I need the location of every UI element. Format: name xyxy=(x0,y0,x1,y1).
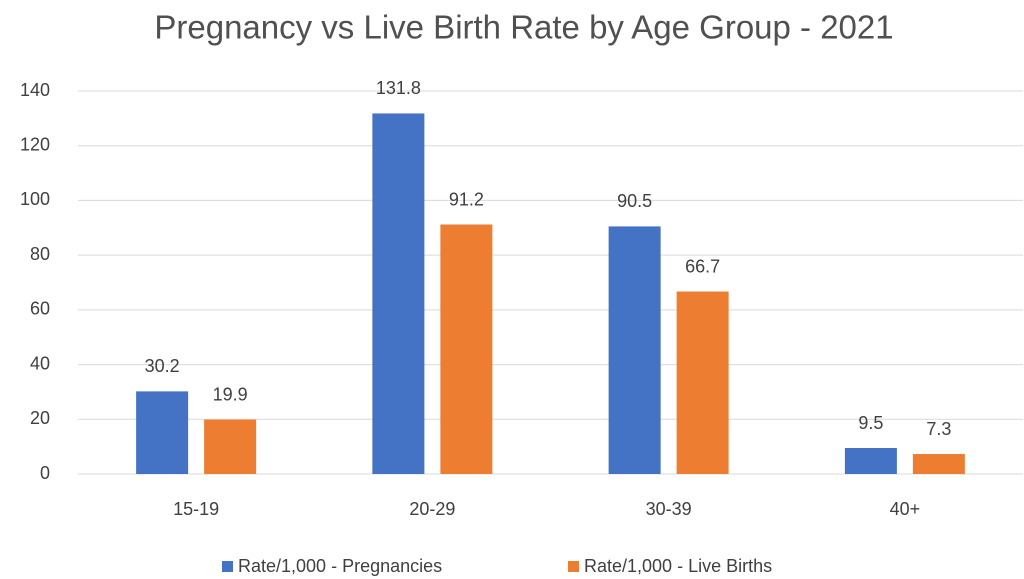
data-label: 91.2 xyxy=(449,189,484,209)
x-tick-label: 15-19 xyxy=(173,499,219,519)
y-tick-label: 20 xyxy=(30,408,50,428)
x-tick-label: 20-29 xyxy=(409,499,455,519)
chart-title: Pregnancy vs Live Birth Rate by Age Grou… xyxy=(154,9,893,46)
y-tick-label: 60 xyxy=(30,299,50,319)
legend-label: Rate/1,000 - Pregnancies xyxy=(238,556,442,576)
x-tick-label: 40+ xyxy=(890,499,921,519)
data-label: 19.9 xyxy=(213,384,248,404)
bar xyxy=(912,454,965,474)
bar xyxy=(440,224,493,474)
bar xyxy=(844,448,897,474)
legend-swatch xyxy=(568,561,579,572)
data-label: 30.2 xyxy=(145,356,180,376)
x-tick-label: 30-39 xyxy=(646,499,692,519)
y-tick-label: 120 xyxy=(20,134,50,154)
legend-swatch xyxy=(222,561,233,572)
y-tick-label: 140 xyxy=(20,80,50,100)
data-label: 131.8 xyxy=(376,78,421,98)
bar xyxy=(136,391,189,474)
legend-label: Rate/1,000 - Live Births xyxy=(584,556,772,576)
bar xyxy=(676,291,729,474)
y-tick-label: 100 xyxy=(20,189,50,209)
data-label: 9.5 xyxy=(858,413,883,433)
data-label: 7.3 xyxy=(926,419,951,439)
bar xyxy=(608,226,661,474)
y-tick-label: 40 xyxy=(30,353,50,373)
data-label: 66.7 xyxy=(685,256,720,276)
y-tick-label: 80 xyxy=(30,244,50,264)
bar xyxy=(372,113,425,474)
data-label: 90.5 xyxy=(617,191,652,211)
y-tick-label: 0 xyxy=(40,463,50,483)
bar xyxy=(204,419,257,474)
